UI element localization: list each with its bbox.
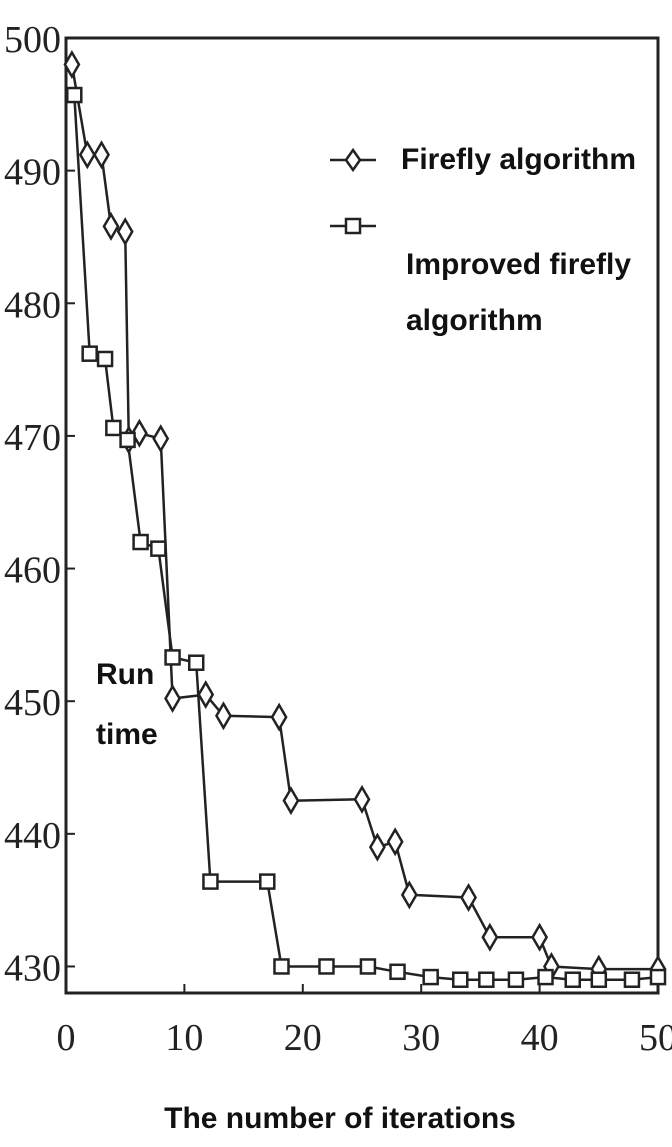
improved-firefly-point-11 xyxy=(273,958,290,975)
improved-firefly-point-23 xyxy=(649,968,667,986)
axis-ticks xyxy=(65,37,659,993)
firefly-point-15 xyxy=(386,827,404,857)
plot-frame xyxy=(64,36,660,995)
series-lines xyxy=(70,64,659,981)
improved-firefly-point-10 xyxy=(259,873,276,890)
legend-label-improved-line2: algorithm xyxy=(406,304,543,337)
y-tick-label-430: 430 xyxy=(4,947,61,989)
improved-firefly-point-3 xyxy=(105,419,122,437)
firefly-point-1 xyxy=(78,140,96,170)
improved-firefly-point-13 xyxy=(359,958,377,975)
improved-firefly-point-19 xyxy=(537,968,554,986)
improved-firefly-point-12 xyxy=(318,958,335,975)
improved-firefly-point-14 xyxy=(389,963,406,981)
firefly-point-11 xyxy=(270,702,288,732)
series-line-improved-firefly xyxy=(73,94,659,981)
improved-firefly-point-16 xyxy=(452,971,469,988)
legend: Firefly algorithm Improved firefly algor… xyxy=(330,143,636,337)
legend-diamond-icon xyxy=(344,147,362,173)
firefly-point-17 xyxy=(460,883,478,912)
improved-firefly-point-18 xyxy=(507,971,525,988)
legend-label-improved-line1: Improved firefly xyxy=(406,248,631,281)
axis-tick-labels: 0 10 20 30 40 50 430 440 450 460 470 480 490 500 xyxy=(4,19,672,1059)
improved-firefly-point-0 xyxy=(66,86,83,104)
improved-firefly-point-20 xyxy=(564,971,582,988)
firefly-point-16 xyxy=(400,880,418,910)
series-line-firefly xyxy=(70,64,658,971)
legend-square-icon xyxy=(344,217,362,235)
firefly-point-6 xyxy=(130,418,148,448)
x-tick-label-30: 30 xyxy=(402,1017,440,1059)
firefly-point-12 xyxy=(282,786,300,816)
firefly-point-10 xyxy=(215,701,232,731)
improved-firefly-point-21 xyxy=(590,971,608,988)
improved-firefly-point-9 xyxy=(202,873,219,890)
x-tick-label-10: 10 xyxy=(165,1017,203,1059)
y-tick-label-480: 480 xyxy=(4,284,61,326)
run-time-annotation-line1: Run xyxy=(96,658,154,691)
improved-firefly-point-5 xyxy=(132,533,149,551)
firefly-point-2 xyxy=(93,140,110,170)
firefly-point-13 xyxy=(353,784,371,814)
y-tick-label-470: 470 xyxy=(4,417,61,459)
run-time-annotation-line2: time xyxy=(96,718,158,751)
improved-firefly-point-6 xyxy=(150,540,167,557)
legend-label-firefly: Firefly algorithm xyxy=(401,143,636,176)
x-tick-label-50: 50 xyxy=(639,1017,672,1059)
improved-firefly-point-8 xyxy=(187,654,205,671)
improved-firefly-point-2 xyxy=(96,350,114,368)
improved-firefly-point-7 xyxy=(164,649,181,666)
improved-firefly-point-17 xyxy=(478,971,495,988)
firefly-point-4 xyxy=(116,217,134,247)
improved-firefly-point-1 xyxy=(81,345,98,362)
firefly-point-19 xyxy=(531,922,549,952)
firefly-point-0 xyxy=(63,50,81,80)
y-tick-label-450: 450 xyxy=(4,682,61,724)
x-tick-label-40: 40 xyxy=(521,1017,559,1059)
firefly-point-14 xyxy=(368,832,386,862)
firefly-point-18 xyxy=(481,922,499,952)
firefly-point-9 xyxy=(197,680,215,710)
y-tick-label-440: 440 xyxy=(4,815,61,857)
x-axis-title: The number of iterations xyxy=(164,1102,516,1135)
series-markers xyxy=(63,50,667,988)
x-tick-label-20: 20 xyxy=(284,1017,322,1059)
improved-firefly-point-22 xyxy=(623,971,641,988)
y-tick-label-500: 500 xyxy=(4,19,61,61)
firefly-point-3 xyxy=(102,211,120,241)
x-tick-label-0: 0 xyxy=(57,1017,76,1059)
improved-firefly-point-15 xyxy=(422,968,439,986)
y-tick-label-460: 460 xyxy=(4,550,61,592)
improved-firefly-point-4 xyxy=(119,431,136,449)
firefly-point-8 xyxy=(164,684,182,714)
y-tick-label-490: 490 xyxy=(4,152,61,194)
firefly-point-7 xyxy=(152,424,170,454)
